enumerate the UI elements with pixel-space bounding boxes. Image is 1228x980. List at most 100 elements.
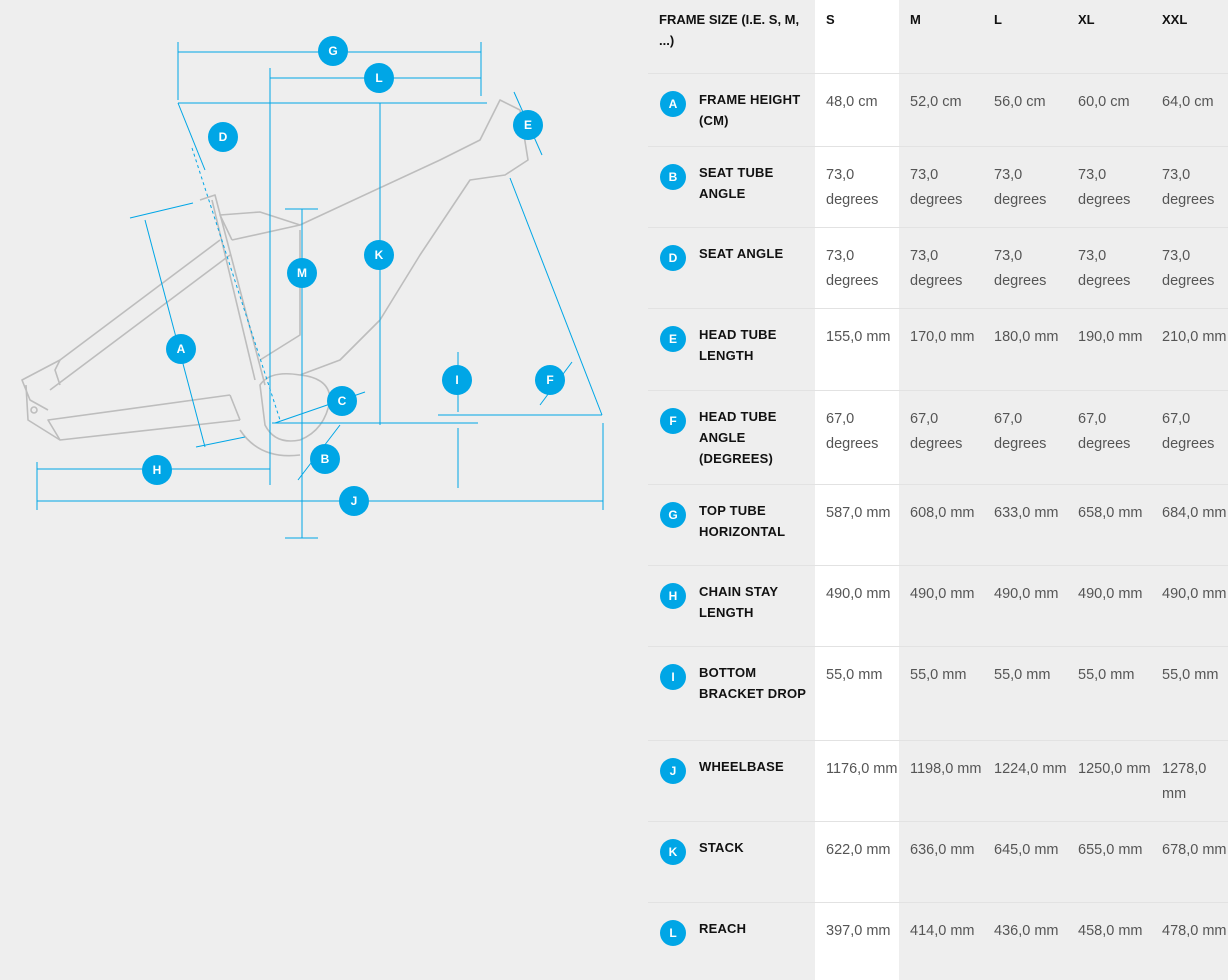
diagram-label-j: J — [339, 486, 369, 516]
row-label-cell: A FRAME HEIGHT (CM) — [648, 74, 815, 147]
dimension-letter-badge: J — [660, 758, 686, 784]
value-cell: 73,0 degrees — [815, 227, 899, 309]
table-row: K STACK 622,0 mm 636,0 mm 645,0 mm 655,0 mm 67… — [648, 821, 1228, 903]
dimension-label: CHAIN STAY LENGTH — [699, 584, 779, 620]
table-row: B SEAT TUBE ANGLE 73,0 degrees 73,0 degrees… — [648, 146, 1228, 228]
dimension-letter-badge: K — [660, 839, 686, 865]
dimension-label: SEAT TUBE ANGLE — [699, 165, 774, 201]
table-row: A FRAME HEIGHT (CM) 48,0 cm 52,0 cm 56,0 cm 6… — [648, 73, 1228, 147]
value-cell: 55,0 mm — [910, 667, 967, 683]
value-cell: 1176,0 mm — [815, 740, 899, 822]
diagram-label-d: D — [208, 122, 238, 152]
table-row: D SEAT ANGLE 73,0 degrees 73,0 degrees 73,0 … — [648, 227, 1228, 309]
value-cell: 1250,0 mm — [1078, 761, 1151, 777]
svg-text:K: K — [375, 248, 384, 262]
svg-text:F: F — [546, 373, 553, 387]
value-cell: 56,0 cm — [994, 94, 1046, 110]
svg-text:C: C — [338, 394, 347, 408]
header-size-xl: XL — [1078, 12, 1095, 27]
value-cell: 490,0 mm — [1162, 586, 1227, 602]
value-cell: 658,0 mm — [1078, 505, 1143, 521]
value-cell: 645,0 mm — [994, 842, 1059, 858]
value-cell: 210,0 mm — [1162, 329, 1227, 345]
value-cell: 397,0 mm — [815, 902, 899, 980]
value-cell: 67,0 degrees — [1162, 411, 1215, 452]
value-cell: 490,0 mm — [994, 586, 1059, 602]
value-cell: 180,0 mm — [994, 329, 1059, 345]
header-size-m: M — [910, 12, 921, 27]
svg-text:B: B — [321, 452, 330, 466]
value-cell: 678,0 mm — [1162, 842, 1227, 858]
value-cell: 684,0 mm — [1162, 505, 1227, 521]
dimension-label: BOTTOM BRACKET DROP — [699, 665, 807, 701]
value-cell: 633,0 mm — [994, 505, 1059, 521]
row-label-cell: H CHAIN STAY LENGTH — [648, 566, 815, 647]
value-cell: 73,0 degrees — [910, 248, 963, 289]
dimension-label: HEAD TUBE ANGLE (DEGREES) — [699, 409, 777, 466]
row-label-cell: D SEAT ANGLE — [648, 228, 815, 309]
row-label-cell: J WHEELBASE — [648, 741, 815, 822]
value-cell: 55,0 mm — [815, 646, 899, 741]
table-row: E HEAD TUBE LENGTH 155,0 mm 170,0 mm 180,0 m… — [648, 308, 1228, 391]
dimension-letter-badge: L — [660, 920, 686, 946]
value-cell: 608,0 mm — [910, 505, 975, 521]
svg-text:J: J — [351, 494, 358, 508]
svg-text:D: D — [219, 130, 228, 144]
dimension-label: FRAME HEIGHT (CM) — [699, 92, 801, 128]
value-cell: 190,0 mm — [1078, 329, 1143, 345]
dimension-letter-badge: B — [660, 164, 686, 190]
svg-text:L: L — [375, 71, 382, 85]
table-row: J WHEELBASE 1176,0 mm 1198,0 mm 1224,0 mm 125… — [648, 740, 1228, 822]
value-cell: 458,0 mm — [1078, 923, 1143, 939]
value-cell: 55,0 mm — [994, 667, 1051, 683]
row-label-cell: L REACH — [648, 903, 815, 980]
value-cell: 67,0 degrees — [1078, 411, 1131, 452]
dimension-label: TOP TUBE HORIZONTAL — [699, 503, 786, 539]
diagram-label-l: L — [364, 63, 394, 93]
header-frame-size: FRAME SIZE (I.E. S, M, ...) — [659, 12, 800, 48]
value-cell: 60,0 cm — [1078, 94, 1130, 110]
diagram-label-h: H — [142, 455, 172, 485]
svg-text:G: G — [328, 44, 337, 58]
value-cell: 436,0 mm — [994, 923, 1059, 939]
table-row: F HEAD TUBE ANGLE (DEGREES) 67,0 degrees 67… — [648, 390, 1228, 485]
value-cell: 490,0 mm — [910, 586, 975, 602]
value-cell: 490,0 mm — [815, 565, 899, 647]
value-cell: 1224,0 mm — [994, 761, 1067, 777]
value-cell: 73,0 degrees — [1078, 248, 1131, 289]
value-cell: 655,0 mm — [1078, 842, 1143, 858]
diagram-label-m: M — [287, 258, 317, 288]
dimension-letter-badge: E — [660, 326, 686, 352]
row-label-cell: I BOTTOM BRACKET DROP — [648, 647, 815, 741]
diagram-label-e: E — [513, 110, 543, 140]
diagram-label-b: B — [310, 444, 340, 474]
dimension-label: SEAT ANGLE — [699, 246, 784, 261]
diagram-label-c: C — [327, 386, 357, 416]
value-cell: 170,0 mm — [910, 329, 975, 345]
geometry-spec-table: FRAME SIZE (I.E. S, M, ...) S M L XL XXL… — [648, 0, 1228, 980]
value-cell: 73,0 degrees — [1162, 248, 1215, 289]
table-row: I BOTTOM BRACKET DROP 55,0 mm 55,0 mm 55,0 m… — [648, 646, 1228, 741]
diagram-label-f: F — [535, 365, 565, 395]
bike-frame-outline — [21, 99, 529, 457]
svg-text:M: M — [297, 266, 307, 280]
value-cell: 73,0 degrees — [1078, 167, 1131, 208]
value-cell: 490,0 mm — [1078, 586, 1143, 602]
value-cell: 622,0 mm — [815, 821, 899, 903]
row-label-cell: G TOP TUBE HORIZONTAL — [648, 485, 815, 566]
value-cell: 73,0 degrees — [1162, 167, 1215, 208]
dimension-letter-badge: D — [660, 245, 686, 271]
dimension-label: WHEELBASE — [699, 759, 784, 774]
dimension-letter-badge: F — [660, 408, 686, 434]
value-cell: 636,0 mm — [910, 842, 975, 858]
value-cell: 64,0 cm — [1162, 94, 1214, 110]
header-size-l: L — [994, 12, 1002, 27]
table-row: G TOP TUBE HORIZONTAL 587,0 mm 608,0 mm 633,… — [648, 484, 1228, 566]
diagram-label-i: I — [442, 365, 472, 395]
value-cell: 67,0 degrees — [994, 411, 1047, 452]
value-cell: 587,0 mm — [815, 484, 899, 566]
table-header-row: FRAME SIZE (I.E. S, M, ...) S M L XL XXL — [648, 0, 1228, 74]
svg-text:E: E — [524, 118, 532, 132]
header-size-xxl: XXL — [1162, 12, 1188, 27]
header-size-s: S — [815, 0, 899, 74]
